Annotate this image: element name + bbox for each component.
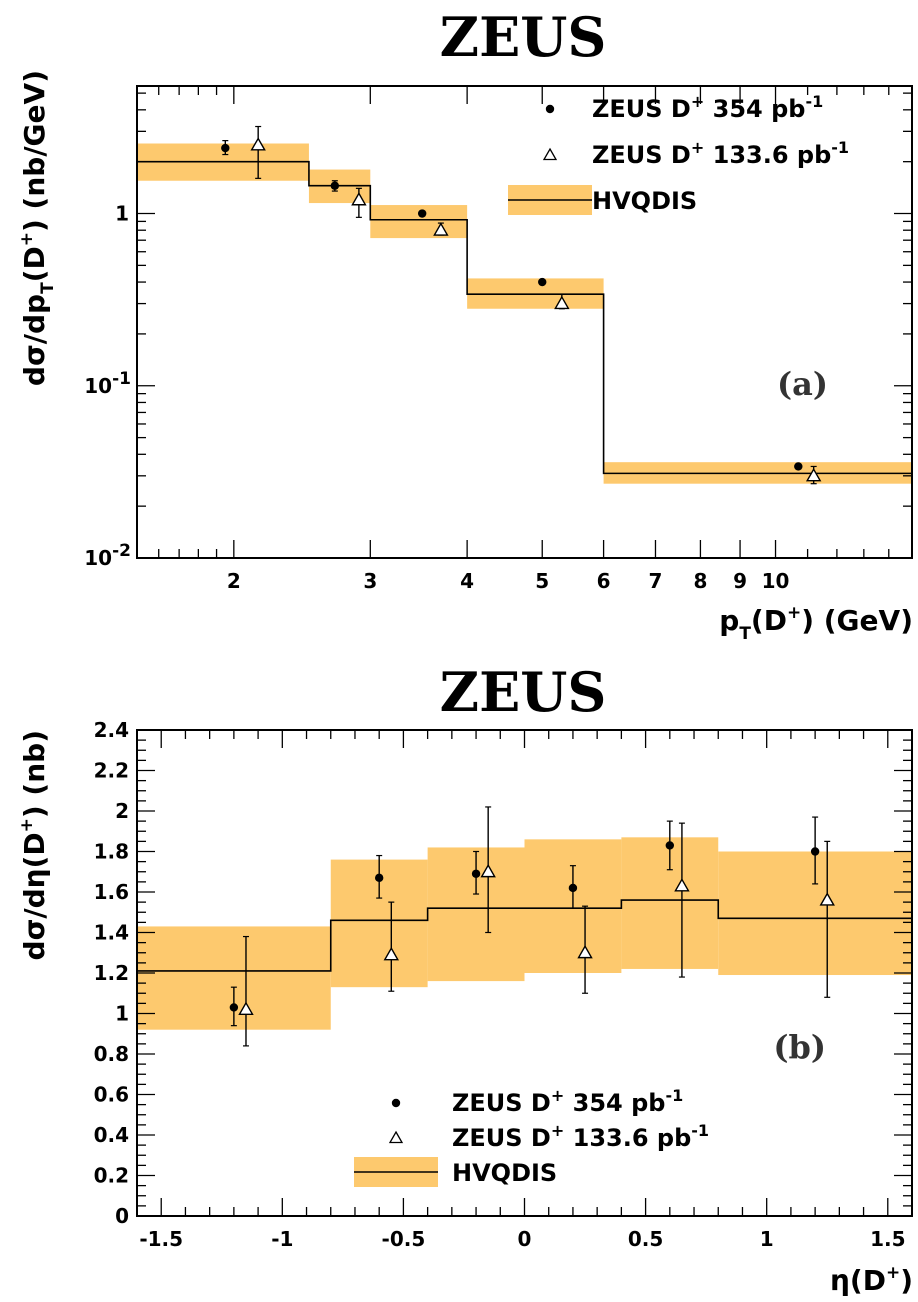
legend-entry-label: ZEUS D+ 133.6 pb-1 [452, 1121, 709, 1152]
y-tick-label: 1.4 [94, 921, 129, 945]
x-tick-label: 2 [227, 569, 241, 593]
panel-a: ZEUS 2 3 4 5 6 7 8 9 10 10-2 10-1 1 (a) pT(D+) (Ge… [17, 5, 913, 644]
y-tick-label: 1.2 [94, 961, 129, 985]
panel-b-y-axis-title: dσ/dη(D+) (nb) [17, 730, 51, 960]
data-point-triangle [250, 137, 266, 151]
y-tick-label: 10-1 [84, 369, 131, 398]
data-point-triangle [383, 946, 400, 961]
panel-a-y-axis-title: dσ/dpT(D+) (nb/GeV) [17, 70, 58, 386]
panel-b-x-tick-labels: -1.5 -1 -0.5 0 0.5 1 1.5 [139, 1227, 905, 1251]
legend-entry-label: HVQDIS [592, 187, 697, 215]
data-point-triangle [674, 878, 690, 892]
y-tick-label: 0.4 [94, 1123, 129, 1147]
panel-a-x-axis-title: pT(D+) (GeV) [719, 603, 913, 644]
y-tick-label: 2.4 [94, 718, 129, 742]
data-point-dot [221, 143, 230, 153]
x-tick-label: 4 [460, 569, 474, 593]
data-point-dot [794, 462, 803, 471]
panel-b-legend: ZEUS D+ 354 pb-1 ZEUS D+ 133.6 pb-1 HVQDIS [354, 1086, 709, 1187]
y-tick-label: 2 [115, 799, 129, 823]
panel-b-frame [136, 729, 913, 1217]
y-tick-label: 1 [115, 202, 129, 226]
panel-b-axis-ticks [136, 729, 913, 1217]
legend-entry-label: ZEUS D+ 133.6 pb-1 [592, 138, 849, 169]
panel-a-axis-ticks [137, 86, 913, 559]
data-point-triangle [351, 191, 367, 206]
y-tick-label: 10-2 [84, 541, 131, 570]
data-point-dot [568, 883, 578, 893]
y-tick-label: 1.6 [94, 880, 129, 904]
data-point-triangle [480, 863, 496, 878]
x-tick-label: 0.5 [628, 1227, 663, 1251]
data-point-dot [810, 847, 820, 856]
data-point-dot [665, 841, 675, 850]
y-tick-label: 1.8 [94, 840, 129, 864]
data-point-triangle [819, 892, 835, 906]
panel-b-label: (b) [773, 1028, 826, 1066]
x-tick-label: 9 [733, 569, 747, 593]
x-tick-label: 7 [649, 569, 663, 593]
panel-b: ZEUS -1.5 -1 -0.5 0 0.5 1 1.5 0 0.2 0.4 0.6 0.8 1 1.… [17, 660, 913, 1297]
data-point-dot [538, 277, 547, 287]
theory-band-bin [370, 205, 468, 239]
legend-entry-label: ZEUS D+ 354 pb-1 [452, 1086, 683, 1117]
theory-line [137, 160, 912, 475]
legend-dot-marker [545, 104, 555, 114]
panel-b-title: ZEUS [440, 660, 607, 724]
y-tick-label: 2.2 [94, 759, 129, 783]
x-tick-label: 1.5 [870, 1227, 905, 1251]
panel-b-y-tick-labels: 0 0.2 0.4 0.6 0.8 1 1.2 1.4 1.6 1.8 2 2.2 2.4 [94, 718, 129, 1228]
x-tick-label: -0.5 [382, 1227, 426, 1251]
data-point-triangle [805, 467, 822, 482]
panel-b-theory-band [137, 837, 912, 1030]
y-tick-label: 0.8 [94, 1042, 129, 1066]
legend-triangle-marker [542, 147, 558, 161]
theory-line [137, 899, 912, 972]
legend-entry-label: ZEUS D+ 354 pb-1 [592, 92, 823, 123]
x-tick-label: 6 [597, 569, 611, 593]
data-point-dot [374, 873, 384, 883]
panel-a-x-tick-labels: 2 3 4 5 6 7 8 9 10 [227, 569, 790, 593]
x-tick-label: 1 [760, 1227, 774, 1251]
data-point-triangle [238, 1001, 254, 1016]
y-tick-label: 0.6 [94, 1083, 129, 1107]
panel-a-title: ZEUS [440, 5, 607, 69]
panel-a-legend: ZEUS D+ 354 pb-1 ZEUS D+ 133.6 pb-1 HVQDIS [508, 92, 849, 215]
x-tick-label: -1.5 [139, 1227, 183, 1251]
data-point-dot [229, 1003, 239, 1012]
legend-dot-marker [391, 1098, 401, 1108]
y-tick-label: 0 [115, 1204, 129, 1228]
panel-b-x-axis-title: η(D+) [830, 1263, 913, 1297]
panel-b-data-points [229, 806, 835, 1047]
data-point-dot [471, 869, 481, 878]
x-tick-label: 3 [363, 569, 377, 593]
panel-a-label: (a) [777, 365, 828, 403]
legend-triangle-marker [388, 1130, 404, 1144]
y-tick-label: 1 [115, 1002, 129, 1026]
y-tick-label: 0.2 [94, 1164, 129, 1188]
panel-b-theory-line [137, 899, 912, 972]
x-tick-label: -1 [271, 1227, 293, 1251]
data-point-triangle [433, 222, 449, 236]
legend-entry-label: HVQDIS [452, 1159, 557, 1187]
x-tick-label: 8 [693, 569, 707, 593]
data-point-dot [330, 181, 340, 190]
panel-a-frame [136, 85, 913, 559]
panel-a-y-tick-labels: 10-2 10-1 1 [84, 202, 131, 570]
x-tick-label: 10 [762, 569, 790, 593]
panel-a-data-points [221, 125, 822, 485]
data-point-dot [417, 209, 427, 218]
panel-a-theory-line [137, 160, 912, 475]
x-tick-label: 5 [535, 569, 549, 593]
data-point-triangle [554, 295, 570, 310]
data-point-triangle [577, 944, 593, 959]
x-tick-label: 0 [518, 1227, 532, 1251]
